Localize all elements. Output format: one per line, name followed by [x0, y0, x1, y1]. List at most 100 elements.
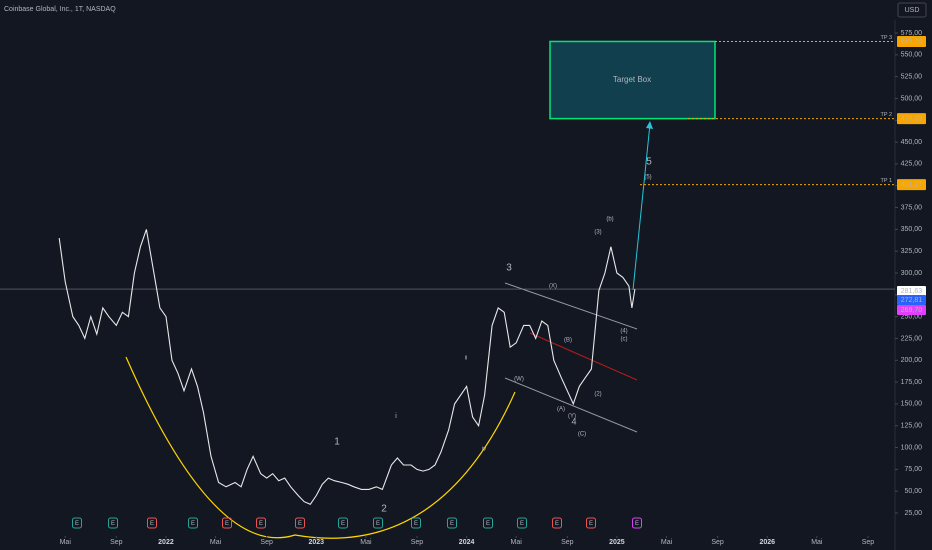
event-label[interactable]: E	[111, 521, 115, 527]
event-label[interactable]: E	[225, 521, 229, 527]
wave-label: (5)	[644, 175, 651, 181]
y-tick-label: 325,00	[901, 248, 923, 255]
y-tick-label: 350,00	[901, 226, 923, 233]
x-tick-label: Sep	[260, 539, 273, 546]
channel-line	[504, 377, 638, 433]
target-name: TP 3	[880, 35, 892, 41]
wave-label: 4	[571, 416, 576, 426]
price-label-box	[897, 305, 926, 315]
event-label[interactable]: E	[150, 521, 154, 527]
x-tick-label: 2022	[158, 539, 174, 546]
event-label[interactable]: E	[341, 521, 345, 527]
target-price-box	[897, 179, 926, 191]
event-marker[interactable]	[108, 517, 118, 529]
price-label: 281,63	[901, 288, 923, 295]
x-tick-label: Sep	[561, 539, 574, 546]
event-marker[interactable]	[632, 517, 642, 529]
x-tick-label: Mai	[511, 539, 523, 546]
event-label[interactable]: E	[520, 521, 524, 527]
wave-label: (B)	[564, 338, 572, 344]
event-marker[interactable]	[586, 517, 596, 529]
channel-line	[504, 282, 638, 330]
event-marker[interactable]	[373, 517, 383, 529]
wave-label: 3	[506, 263, 512, 274]
wave-label: (c)	[621, 337, 628, 343]
event-marker[interactable]	[447, 517, 457, 529]
wave-label: iv	[482, 447, 486, 453]
projection-arrow	[632, 123, 651, 291]
arrow-head	[646, 121, 653, 129]
event-label[interactable]: E	[486, 521, 490, 527]
price-axis	[895, 20, 932, 550]
y-tick-label: 525,00	[901, 73, 923, 80]
x-tick-label: 2026	[759, 539, 775, 546]
y-tick-label: 375,00	[901, 204, 923, 211]
x-tick-label: Mai	[60, 539, 72, 546]
y-tick-label: 250,00	[901, 313, 923, 320]
y-tick-label: 175,00	[901, 379, 923, 386]
y-tick-label: 125,00	[901, 423, 923, 430]
event-label[interactable]: E	[191, 521, 195, 527]
target-name: TP 1	[880, 178, 892, 184]
wave-label: (W)	[514, 377, 524, 383]
target-price-label: 401,27	[901, 181, 923, 188]
y-tick-label: 50,00	[904, 488, 922, 495]
event-marker[interactable]	[147, 517, 157, 529]
wave-label: i	[395, 413, 397, 420]
event-marker[interactable]	[222, 517, 232, 529]
y-tick-label: 225,00	[901, 335, 923, 342]
currency-label[interactable]: USD	[905, 7, 920, 14]
event-marker[interactable]	[188, 517, 198, 529]
target-price-box	[897, 35, 926, 47]
chart-title: Coinbase Global, Inc., 1T, NASDAQ	[4, 6, 116, 13]
event-label[interactable]: E	[376, 521, 380, 527]
y-tick-label: 25,00	[904, 510, 922, 517]
channel-line	[529, 332, 638, 381]
event-label[interactable]: E	[259, 521, 263, 527]
target-price-box	[897, 113, 926, 125]
target-name: TP 2	[880, 112, 892, 118]
price-label-box	[897, 295, 926, 305]
y-tick-label: 575,00	[901, 30, 923, 37]
wave-label: ii	[465, 356, 468, 362]
event-marker[interactable]	[256, 517, 266, 529]
wave-label: 5	[646, 157, 652, 168]
x-tick-label: 2023	[308, 539, 324, 546]
y-tick-label: 200,00	[901, 357, 923, 364]
wave-label: (3)	[594, 230, 601, 236]
event-marker[interactable]	[483, 517, 493, 529]
event-label[interactable]: E	[298, 521, 302, 527]
event-label[interactable]: E	[450, 521, 454, 527]
wave-label: 1	[334, 437, 340, 448]
cup-curve	[125, 356, 516, 539]
x-tick-label: 2025	[609, 539, 625, 546]
wave-label: (X)	[549, 284, 557, 290]
target-price-label: 476,89	[901, 115, 923, 122]
event-label[interactable]: E	[414, 521, 418, 527]
event-marker[interactable]	[338, 517, 348, 529]
event-label[interactable]: E	[589, 521, 593, 527]
target-box-label: Target Box	[613, 75, 651, 84]
y-tick-label: 150,00	[901, 401, 923, 408]
event-label[interactable]: E	[555, 521, 559, 527]
currency-button[interactable]	[897, 2, 927, 18]
y-tick-label: 500,00	[901, 95, 923, 102]
event-label[interactable]: E	[75, 521, 79, 527]
event-marker[interactable]	[295, 517, 305, 529]
event-marker[interactable]	[411, 517, 421, 529]
x-tick-label: Sep	[110, 539, 123, 546]
x-tick-label: Sep	[411, 539, 424, 546]
y-tick-label: 300,00	[901, 270, 923, 277]
target-price-label: 565,29	[901, 38, 923, 45]
event-marker[interactable]	[72, 517, 82, 529]
x-tick-label: Mai	[210, 539, 222, 546]
y-tick-label: 450,00	[901, 139, 923, 146]
x-tick-label: Mai	[661, 539, 673, 546]
event-marker[interactable]	[552, 517, 562, 529]
x-tick-label: Sep	[862, 539, 875, 546]
event-label[interactable]: E	[635, 521, 639, 527]
wave-label: (Y)	[568, 414, 576, 420]
event-marker[interactable]	[517, 517, 527, 529]
